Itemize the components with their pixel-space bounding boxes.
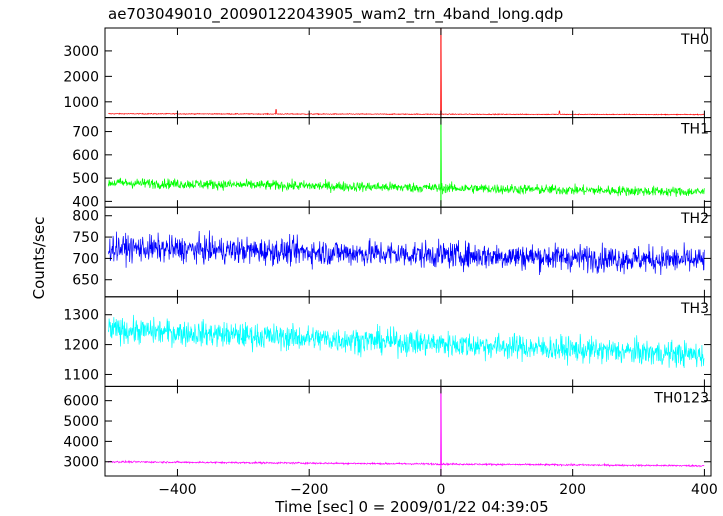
- panel-label-th2: TH2: [680, 211, 709, 227]
- panel-th2: 650 700 750 800 TH2: [72, 206, 712, 298]
- panel-label-th0: TH0: [680, 32, 709, 48]
- y-tick-label: 600: [72, 148, 99, 164]
- panel-th0123: 3000 4000 5000 6000 TH0123: [63, 385, 712, 477]
- panel-label-th0123: TH0123: [653, 390, 709, 406]
- x-tick-label: −200: [290, 482, 328, 498]
- y-axis-label: Counts/sec: [30, 217, 48, 300]
- y-tick-label: 1000: [63, 95, 99, 111]
- panel-frame: [104, 27, 712, 119]
- y-tick-label: 750: [72, 230, 99, 246]
- y-tick-label: 400: [72, 194, 99, 210]
- y-tick-label: 1100: [63, 367, 99, 383]
- y-tick-label: 3000: [63, 44, 99, 60]
- y-tick-label: 3000: [63, 455, 99, 471]
- y-tick-label: 650: [72, 273, 99, 289]
- y-tick-label: 6000: [63, 394, 99, 410]
- series-line-th3: [107, 314, 705, 368]
- x-tick-label: 400: [691, 482, 718, 498]
- y-tick-label: 2000: [63, 69, 99, 85]
- x-tick-label: 0: [436, 482, 445, 498]
- y-tick-label: 700: [72, 251, 99, 267]
- x-tick-label: −400: [158, 482, 196, 498]
- series-line-th0123: [107, 386, 705, 468]
- series-line-th0: [108, 27, 705, 116]
- y-tick-label: 5000: [63, 414, 99, 430]
- y-tick-label: 700: [72, 125, 99, 141]
- x-tick-label: 200: [559, 482, 586, 498]
- panel-th0: 1000 2000 3000 TH0: [63, 27, 712, 119]
- panel-th1: 400 500 600 700 TH1: [72, 117, 712, 210]
- panel-label-th3: TH3: [680, 301, 709, 317]
- panel-frame: [104, 385, 712, 477]
- y-tick-label: 1300: [63, 308, 99, 324]
- panel-th3: 1100 1200 1300 TH3: [63, 296, 712, 387]
- series-line-th1: [107, 117, 705, 197]
- panel-label-th1: TH1: [680, 122, 709, 138]
- y-tick-label: 500: [72, 171, 99, 187]
- y-tick-label: 800: [72, 209, 99, 225]
- y-tick-label: 1200: [63, 338, 99, 354]
- y-tick-label: 4000: [63, 434, 99, 450]
- x-axis-label: Time [sec] 0 = 2009/01/22 04:39:05: [274, 498, 548, 516]
- series-line-th2: [107, 230, 705, 276]
- chart-title: ae703049010_20090122043905_wam2_trn_4ban…: [108, 5, 563, 24]
